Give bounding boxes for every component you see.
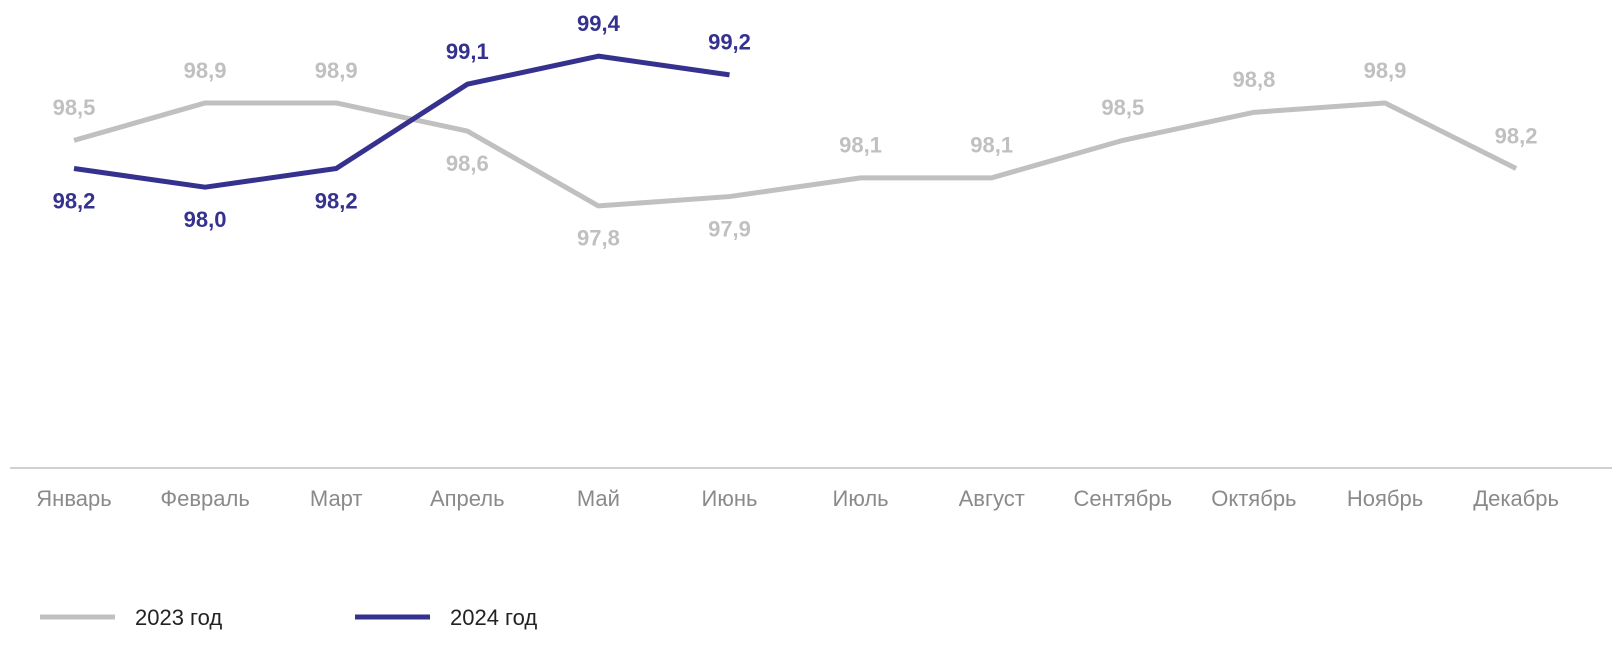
- legend-label: 2024 год: [450, 605, 537, 630]
- data-label: 97,9: [708, 216, 751, 241]
- data-label: 99,4: [577, 11, 621, 36]
- data-label: 99,2: [708, 30, 751, 55]
- x-tick-label: Май: [577, 486, 620, 511]
- data-label: 98,9: [315, 58, 358, 83]
- x-tick-label: Июнь: [702, 486, 758, 511]
- data-label: 98,0: [184, 207, 227, 232]
- x-tick-label: Январь: [36, 486, 111, 511]
- x-tick-label: Август: [959, 486, 1025, 511]
- data-label: 99,1: [446, 39, 489, 64]
- data-label: 98,2: [315, 188, 358, 213]
- data-label: 98,6: [446, 151, 489, 176]
- data-label: 98,9: [184, 58, 227, 83]
- data-label: 98,2: [1495, 123, 1538, 148]
- x-tick-label: Декабрь: [1473, 486, 1559, 511]
- x-tick-label: Ноябрь: [1347, 486, 1423, 511]
- data-label: 98,2: [53, 188, 96, 213]
- x-tick-label: Сентябрь: [1074, 486, 1173, 511]
- data-label: 98,1: [839, 133, 882, 158]
- data-label: 98,5: [1101, 95, 1144, 120]
- data-label: 98,1: [970, 133, 1013, 158]
- x-tick-label: Апрель: [430, 486, 505, 511]
- data-label: 98,9: [1364, 58, 1407, 83]
- data-label: 97,8: [577, 226, 620, 251]
- x-tick-label: Март: [310, 486, 363, 511]
- x-tick-label: Июль: [833, 486, 889, 511]
- data-label: 98,8: [1232, 67, 1275, 92]
- data-label: 98,5: [53, 95, 96, 120]
- x-tick-label: Февраль: [160, 486, 249, 511]
- series-line: [73, 100, 1518, 209]
- series-line: [73, 53, 730, 190]
- legend-label: 2023 год: [135, 605, 222, 630]
- x-tick-label: Октябрь: [1211, 486, 1296, 511]
